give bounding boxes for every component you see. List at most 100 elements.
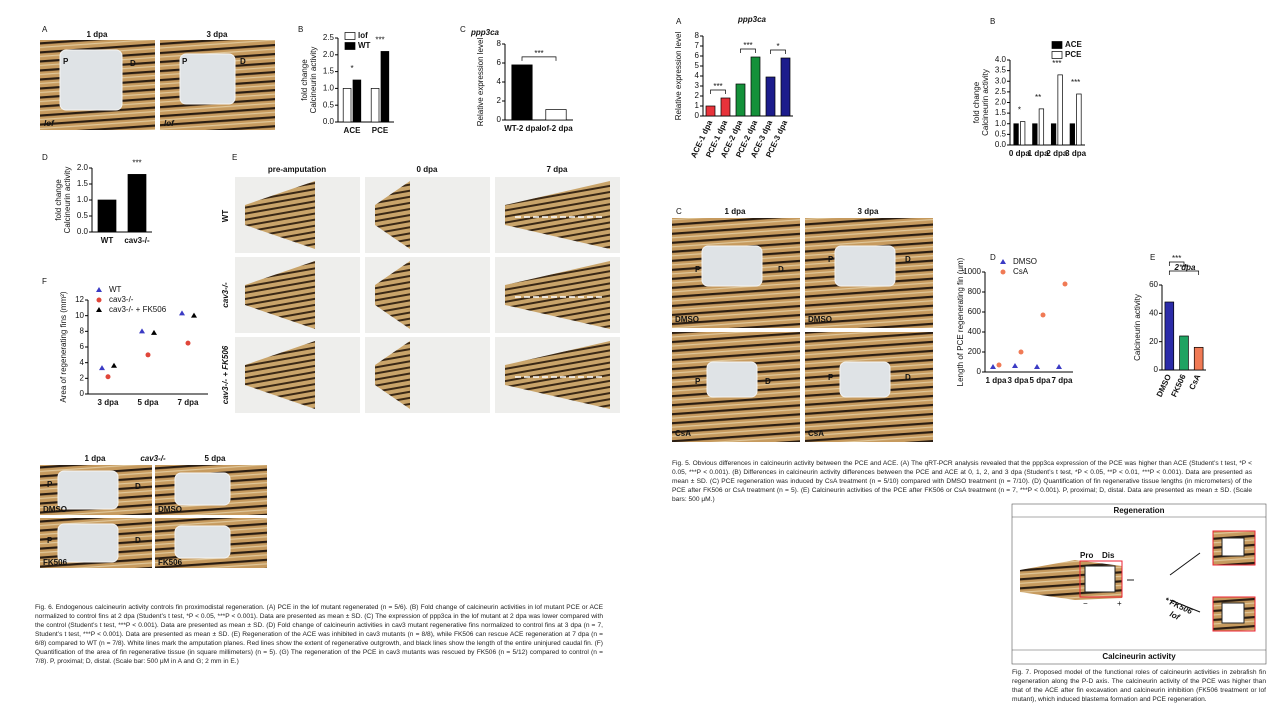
label: P (47, 536, 53, 545)
outcome-hole (1221, 602, 1245, 624)
bar (705, 105, 716, 117)
label: 0 (977, 367, 982, 376)
label: 7 (695, 41, 700, 50)
excavation (1084, 565, 1116, 593)
label: P (828, 255, 834, 264)
label: * (350, 64, 353, 73)
label: 3 dpa (1008, 376, 1029, 385)
label: 4 (695, 71, 700, 80)
bar (1013, 123, 1019, 146)
label: 5 (695, 61, 700, 70)
label: 2 dpa (1174, 263, 1196, 272)
point (179, 310, 185, 316)
label: 1 dpa (1028, 149, 1049, 158)
label: 600 (968, 307, 982, 316)
wound (59, 49, 123, 111)
label: 0.0 (995, 140, 1007, 149)
label: 7 dpa (547, 165, 568, 174)
point (1034, 364, 1040, 369)
label: 1 (695, 101, 700, 110)
label: PCE (372, 126, 389, 135)
bar (127, 174, 147, 233)
label: P (695, 377, 701, 386)
label: WT-2 dpa (504, 124, 540, 133)
label: ** (1035, 93, 1041, 102)
bar (380, 51, 390, 123)
label: B (990, 17, 995, 26)
label: + (1117, 599, 1122, 608)
bar (1076, 93, 1082, 146)
label: 2.0 (995, 98, 1007, 107)
bracket (1168, 270, 1200, 275)
bar (1179, 335, 1189, 371)
label: *** (1052, 59, 1061, 68)
label: P (182, 57, 188, 66)
label: cav3-/- (221, 282, 230, 308)
label: * (1018, 106, 1021, 115)
label: 0 dpa (1009, 149, 1030, 158)
wound (701, 245, 763, 287)
label: Dis (1102, 551, 1115, 560)
bar (1038, 108, 1045, 146)
label: *** (713, 82, 722, 91)
point (191, 312, 197, 318)
label: fold change (300, 59, 309, 101)
label: 1.5 (77, 179, 89, 188)
label: 1 dpa (986, 376, 1007, 385)
label: cav3-/- (124, 236, 150, 245)
wound (57, 523, 119, 563)
legend-marker (96, 307, 102, 312)
point (1062, 281, 1068, 287)
label: ACE (1065, 40, 1083, 49)
label: 6 (695, 51, 700, 60)
label: D (240, 57, 246, 66)
fin (245, 341, 315, 409)
label: D (905, 373, 911, 382)
label: pre-amputation (268, 165, 326, 174)
label: 2 (80, 373, 85, 382)
label: 2.0 (323, 50, 335, 59)
bar (342, 88, 352, 123)
bar (750, 56, 761, 117)
label: 3.5 (995, 66, 1007, 75)
label: Calcineurin activity (63, 167, 72, 234)
point (105, 374, 111, 380)
label: Pro (1080, 551, 1093, 560)
label: WT (358, 41, 371, 50)
bracket (1168, 261, 1185, 266)
label: A (676, 17, 682, 26)
label: 8 (695, 31, 700, 40)
label: *** (534, 49, 543, 58)
arrow (1169, 599, 1201, 613)
label: lof (358, 31, 368, 40)
label: 2 (497, 96, 502, 105)
bracket (521, 56, 557, 61)
label: 40 (1149, 308, 1158, 317)
label: PCE (1065, 50, 1082, 59)
highlight (1079, 560, 1123, 598)
label: 1 dpa (87, 30, 108, 39)
wound (57, 470, 119, 510)
bar (1020, 121, 1026, 146)
fin (375, 181, 410, 249)
label: D (778, 265, 784, 274)
label: *** (1179, 263, 1188, 272)
label: 0.5 (995, 129, 1007, 138)
point (99, 365, 105, 371)
label: cav3-/- (140, 454, 166, 463)
label: DMSO (1013, 257, 1037, 266)
label: CsA (1187, 373, 1202, 392)
label: B (298, 25, 303, 34)
label: 6 (497, 58, 502, 67)
legend-swatch (1051, 41, 1063, 49)
label: P (828, 373, 834, 382)
bar (370, 88, 380, 123)
label: D (765, 377, 771, 386)
label: 4.0 (995, 55, 1007, 64)
label: 6 (80, 342, 85, 351)
label: D (42, 153, 48, 162)
label: P (695, 265, 701, 274)
label: 7 dpa (178, 398, 199, 407)
